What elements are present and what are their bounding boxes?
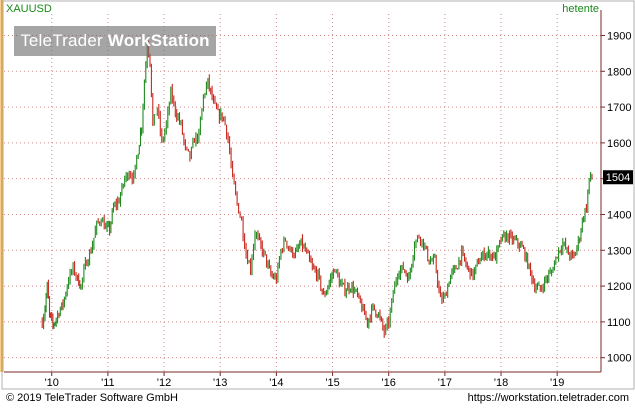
- x-tick-label: '19: [550, 377, 564, 389]
- symbol-label: XAUUSD: [6, 3, 52, 15]
- last-price-label: 1504: [606, 172, 630, 184]
- x-tick-label: '11: [101, 377, 115, 389]
- last-price-tag: [603, 170, 633, 185]
- y-tick-label: 1600: [607, 138, 631, 150]
- x-tick-label: '16: [382, 377, 396, 389]
- y-tick-label: 1100: [607, 317, 631, 329]
- copyright-text: © 2019 TeleTrader Software GmbH: [6, 392, 178, 404]
- x-tick-label: '18: [494, 377, 508, 389]
- x-tick-label: '12: [157, 377, 171, 389]
- y-tick-label: 1200: [607, 281, 631, 293]
- x-tick-label: '17: [438, 377, 452, 389]
- x-tick-label: '14: [269, 377, 283, 389]
- brand-regular: TeleTrader: [20, 31, 108, 50]
- x-tick-label: '10: [45, 377, 59, 389]
- chart-border: [1, 0, 635, 390]
- y-tick-label: 1700: [607, 102, 631, 114]
- website-link[interactable]: https://workstation.teletrader.com: [467, 392, 629, 404]
- y-tick-label: 1800: [607, 66, 631, 78]
- brand-watermark: TeleTrader WorkStation: [14, 26, 216, 56]
- brand-bold: WorkStation: [107, 31, 210, 50]
- y-tick-label: 1900: [607, 30, 631, 42]
- x-tick-label: '13: [213, 377, 227, 389]
- x-tick-label: '15: [325, 377, 339, 389]
- axes: 1000110012001300140015001600170018001900…: [4, 10, 633, 389]
- y-tick-label: 1400: [607, 209, 631, 221]
- y-tick-label: 1000: [607, 353, 631, 365]
- period-label[interactable]: hetente: [562, 3, 599, 15]
- candles: [41, 40, 593, 338]
- y-tick-label: 1300: [607, 245, 631, 257]
- grid: [4, 14, 601, 372]
